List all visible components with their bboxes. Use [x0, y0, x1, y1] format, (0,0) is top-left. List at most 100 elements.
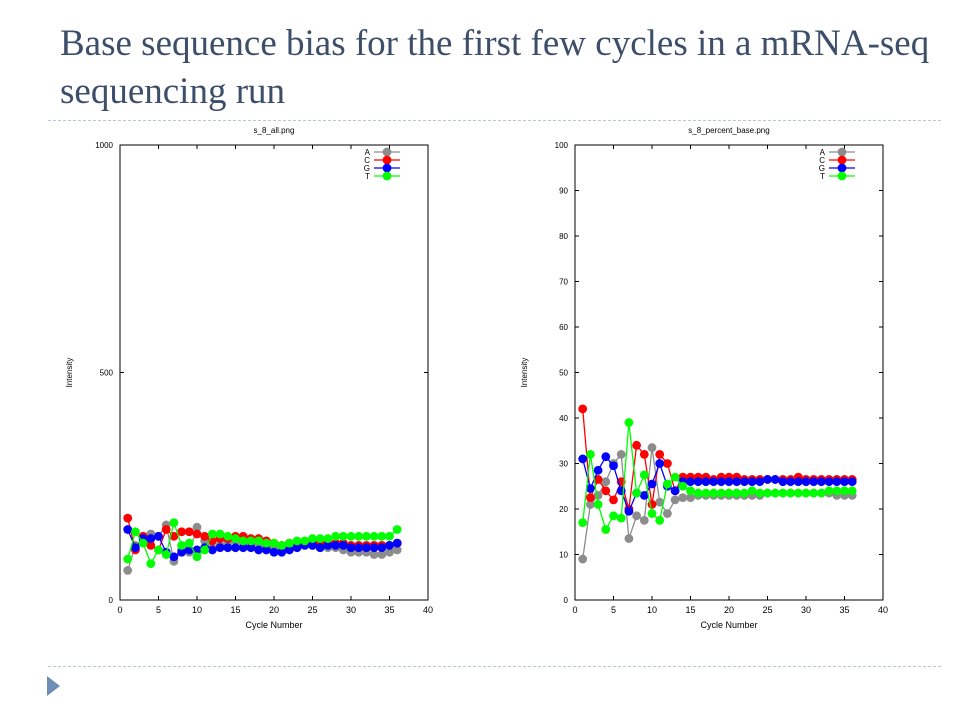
legend-label: C — [819, 156, 825, 165]
data-point-T — [184, 538, 194, 548]
legend-marker-G — [837, 163, 847, 173]
data-point-G — [208, 545, 217, 555]
data-point-G — [238, 543, 248, 553]
data-point-A — [123, 566, 133, 575]
data-point-G — [154, 531, 163, 541]
data-point-T — [131, 527, 140, 537]
data-point-G — [369, 543, 379, 553]
data-point-T — [840, 486, 849, 496]
x-tick-label: 20 — [269, 605, 279, 615]
data-point-T — [369, 531, 379, 541]
data-point-A — [663, 509, 672, 518]
y-tick-label: 10 — [559, 551, 568, 560]
data-point-T — [323, 534, 333, 543]
x-tick-label: 35 — [839, 605, 849, 615]
x-tick-label: 5 — [611, 605, 616, 615]
data-point-T — [269, 538, 279, 548]
data-point-C — [123, 513, 133, 523]
data-point-G — [315, 543, 325, 553]
y-tick-label: 40 — [559, 414, 568, 423]
legend-label: T — [365, 172, 370, 181]
data-point-T — [755, 488, 765, 498]
data-point-G — [847, 477, 857, 487]
x-tick-label: 15 — [685, 605, 695, 615]
percent-base-chart: s_8_percent_base.png 0 5 10 15 20 25 30 35 40 0 10 2… — [520, 126, 888, 630]
data-point-G — [670, 486, 680, 496]
data-point-G — [586, 484, 595, 493]
data-point-C — [146, 541, 156, 550]
data-point-A — [616, 450, 626, 459]
y-tick-label: 0 — [109, 596, 114, 605]
data-point-T — [177, 541, 186, 550]
data-point-T — [146, 559, 156, 568]
data-point-A — [593, 490, 603, 500]
y-tick-label: 20 — [559, 505, 568, 514]
data-point-T — [801, 488, 811, 498]
data-point-G — [593, 465, 603, 475]
y-tick-label: 50 — [559, 369, 568, 378]
y-tick-label: 0 — [564, 596, 569, 605]
data-point-G — [778, 477, 788, 487]
data-point-T — [670, 472, 680, 482]
data-point-T — [593, 500, 603, 509]
data-point-T — [223, 531, 233, 541]
legend-label: C — [364, 156, 370, 165]
data-point-C — [192, 529, 202, 539]
y-axis-label: Intensity — [520, 358, 529, 388]
data-point-T — [724, 488, 734, 498]
legend-marker-C — [837, 155, 847, 165]
data-point-G — [601, 452, 611, 462]
data-point-G — [261, 545, 271, 555]
intensity-chart: s_8_all.png 0 5 10 15 20 25 30 35 40 0 500 1000 Cycle… — [65, 126, 433, 630]
legend-label: G — [819, 164, 825, 173]
x-tick-label: 10 — [192, 605, 202, 615]
data-point-T — [747, 486, 757, 496]
legend-marker-T — [837, 171, 847, 181]
data-point-T — [586, 450, 595, 459]
data-point-G — [146, 534, 156, 543]
data-point-A — [385, 547, 394, 557]
title-divider — [48, 120, 941, 121]
data-point-G — [793, 477, 803, 487]
data-point-T — [346, 531, 356, 541]
series-line-A — [582, 447, 853, 560]
data-point-T — [377, 531, 387, 541]
data-point-G — [840, 477, 849, 487]
y-tick-label: 100 — [555, 141, 569, 150]
data-point-T — [824, 486, 834, 496]
data-point-G — [385, 541, 394, 550]
data-point-T — [663, 479, 672, 489]
data-point-G — [223, 543, 233, 553]
series-T — [578, 418, 857, 534]
data-point-T — [763, 488, 772, 498]
data-point-G — [331, 541, 340, 550]
data-point-T — [578, 518, 588, 528]
data-point-T — [192, 552, 202, 562]
legend-label: A — [365, 148, 371, 157]
data-point-T — [817, 488, 826, 498]
data-point-A — [377, 550, 387, 559]
data-point-T — [292, 536, 302, 546]
data-point-A — [655, 497, 665, 507]
data-point-T — [285, 538, 294, 548]
y-tick-label: 70 — [559, 278, 568, 287]
series-T — [123, 518, 402, 568]
data-point-G — [686, 477, 695, 487]
plot-area — [574, 144, 884, 601]
data-point-G — [609, 461, 618, 471]
data-point-G — [292, 543, 302, 553]
data-point-G — [724, 477, 734, 487]
legend-marker-G — [382, 163, 392, 173]
data-point-T — [261, 538, 271, 548]
data-point-G — [231, 543, 240, 553]
y-tick-label: 1000 — [95, 141, 113, 150]
x-tick-label: 0 — [117, 605, 122, 615]
data-point-G — [285, 545, 294, 555]
data-point-T — [732, 488, 742, 498]
legend-marker-C — [382, 155, 392, 165]
x-axis-label: Cycle Number — [700, 620, 757, 630]
data-point-G — [177, 547, 186, 557]
data-point-G — [709, 477, 718, 487]
x-tick-label: 15 — [230, 605, 240, 615]
data-point-T — [208, 529, 217, 539]
